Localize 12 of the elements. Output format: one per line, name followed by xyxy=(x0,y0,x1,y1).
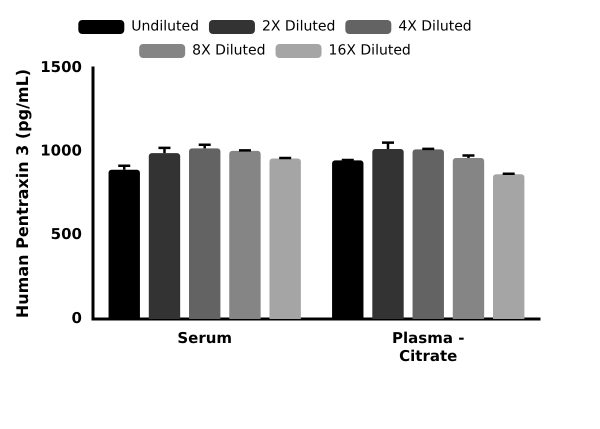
x-tick-label: Plasma - Citrate xyxy=(392,328,464,365)
legend-label: 2X Diluted xyxy=(262,18,336,35)
y-tick-label: 500 xyxy=(50,225,82,244)
legend-label: 4X Diluted xyxy=(398,18,472,35)
legend-label: 16X Diluted xyxy=(328,42,411,59)
legend-label: Undiluted xyxy=(131,18,199,35)
x-tick-label: Serum xyxy=(177,328,232,347)
y-axis-title: Human Pentraxin 3 (pg/mL) xyxy=(12,68,32,318)
y-tick-label: 1500 xyxy=(40,58,82,76)
y-tick-label: 0 xyxy=(72,308,82,327)
legend-label: 8X Diluted xyxy=(192,42,266,59)
y-tick-label: 1000 xyxy=(40,142,82,160)
